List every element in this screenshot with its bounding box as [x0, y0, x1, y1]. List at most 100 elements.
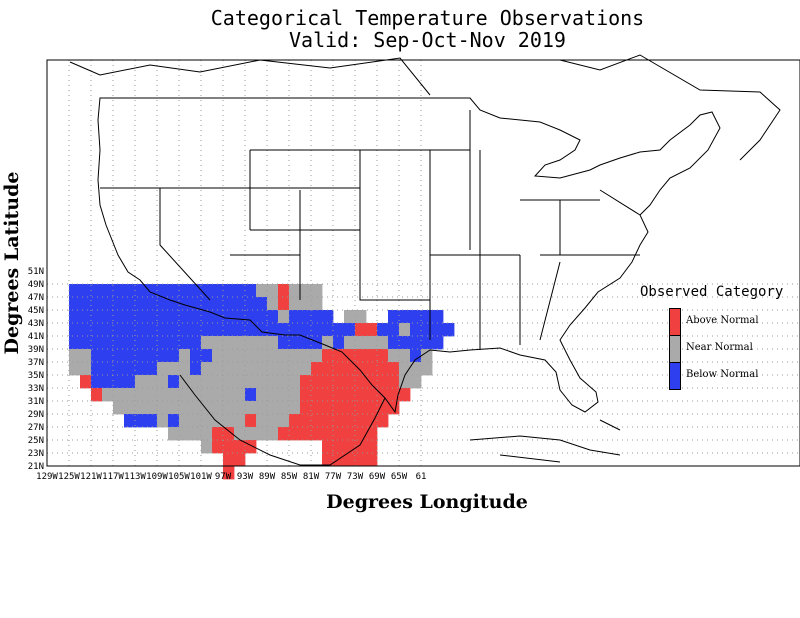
grid-cell — [212, 310, 224, 324]
grid-cell — [355, 362, 367, 376]
grid-cell — [201, 362, 213, 376]
grid-cell — [278, 336, 290, 350]
grid-cell — [80, 323, 92, 337]
grid-cell — [223, 349, 235, 363]
grid-cell — [223, 362, 235, 376]
grid-cell — [190, 323, 202, 337]
grid-cell — [289, 388, 301, 402]
grid-cell — [311, 414, 323, 428]
grid-cell — [421, 336, 433, 350]
grid-cell — [289, 427, 301, 441]
legend-swatch — [669, 362, 681, 390]
grid-cell — [157, 401, 169, 415]
grid-cell — [168, 284, 180, 298]
map-title: Categorical Temperature Observations — [210, 6, 645, 30]
grid-cell — [190, 375, 202, 389]
grid-cell — [102, 284, 114, 298]
grid-cell — [322, 375, 334, 389]
grid-cell — [234, 336, 246, 350]
grid-cell — [300, 349, 312, 363]
grid-cell — [234, 440, 246, 454]
grid-cell — [201, 401, 213, 415]
grid-cell — [234, 297, 246, 311]
grid-cell — [366, 401, 378, 415]
grid-cell — [179, 401, 191, 415]
grid-cell — [256, 284, 268, 298]
grid-cell — [113, 336, 125, 350]
grid-cell — [223, 388, 235, 402]
grid-cell — [80, 375, 92, 389]
grid-cell — [355, 323, 367, 337]
grid-cell — [421, 323, 433, 337]
grid-cell — [190, 349, 202, 363]
x-tick-label: 117W — [102, 472, 124, 482]
grid-cell — [190, 388, 202, 402]
legend-swatch — [669, 335, 681, 363]
y-tick-label: 39N — [28, 345, 44, 355]
grid-cell — [234, 427, 246, 441]
grid-cell — [146, 297, 158, 311]
grid-cell — [377, 349, 389, 363]
grid-cell — [322, 440, 334, 454]
grid-cell — [278, 401, 290, 415]
grid-cell — [289, 401, 301, 415]
grid-cell — [234, 362, 246, 376]
grid-cell — [168, 310, 180, 324]
grid-cell — [201, 336, 213, 350]
grid-cell — [256, 323, 268, 337]
category-cells — [69, 284, 455, 480]
grid-cell — [333, 336, 345, 350]
grid-cell — [190, 297, 202, 311]
grid-cell — [212, 440, 224, 454]
grid-cell — [91, 375, 103, 389]
grid-cell — [91, 362, 103, 376]
grid-cell — [168, 427, 180, 441]
legend-item: Near Normal — [669, 335, 799, 363]
grid-cell — [399, 310, 411, 324]
grid-cell — [179, 284, 191, 298]
grid-cell — [410, 349, 422, 363]
grid-cell — [223, 284, 235, 298]
grid-cell — [366, 323, 378, 337]
grid-cell — [366, 453, 378, 467]
grid-cell — [344, 440, 356, 454]
grid-cell — [311, 336, 323, 350]
grid-cell — [113, 323, 125, 337]
grid-cell — [300, 310, 312, 324]
grid-cell — [344, 388, 356, 402]
grid-cell — [179, 388, 191, 402]
grid-cell — [135, 401, 147, 415]
grid-cell — [80, 362, 92, 376]
grid-cell — [333, 375, 345, 389]
grid-cell — [366, 362, 378, 376]
x-tick-labels: 129W 125W 121W 117W 113W 109W 105W 101W 97W 93W 89… — [36, 472, 426, 482]
grid-cell — [91, 323, 103, 337]
grid-cell — [168, 323, 180, 337]
grid-cell — [399, 336, 411, 350]
grid-cell — [399, 362, 411, 376]
grid-cell — [91, 284, 103, 298]
grid-cell — [245, 440, 257, 454]
grid-cell — [157, 362, 169, 376]
grid-cell — [124, 349, 136, 363]
grid-cell — [80, 310, 92, 324]
x-axis-label: Degrees Longitude — [326, 491, 528, 513]
grid-cell — [322, 401, 334, 415]
grid-cell — [267, 310, 279, 324]
y-tick-labels: 51N 49N 47N 45N 43N 41N 39N 37N 35N 33N 31N 29N 27N 2… — [28, 267, 44, 472]
grid-cell — [355, 310, 367, 324]
grid-cell — [135, 362, 147, 376]
grid-cell — [245, 297, 257, 311]
grid-cell — [267, 414, 279, 428]
y-tick-label: 27N — [28, 423, 44, 433]
grid-cell — [201, 375, 213, 389]
grid-cell — [289, 323, 301, 337]
grid-cell — [443, 323, 455, 337]
grid-cell — [421, 310, 433, 324]
grid-cell — [223, 375, 235, 389]
grid-cell — [234, 310, 246, 324]
grid-cell — [333, 401, 345, 415]
legend-title: Observed Category — [640, 284, 784, 300]
grid-cell — [179, 297, 191, 311]
grid-cell — [355, 401, 367, 415]
